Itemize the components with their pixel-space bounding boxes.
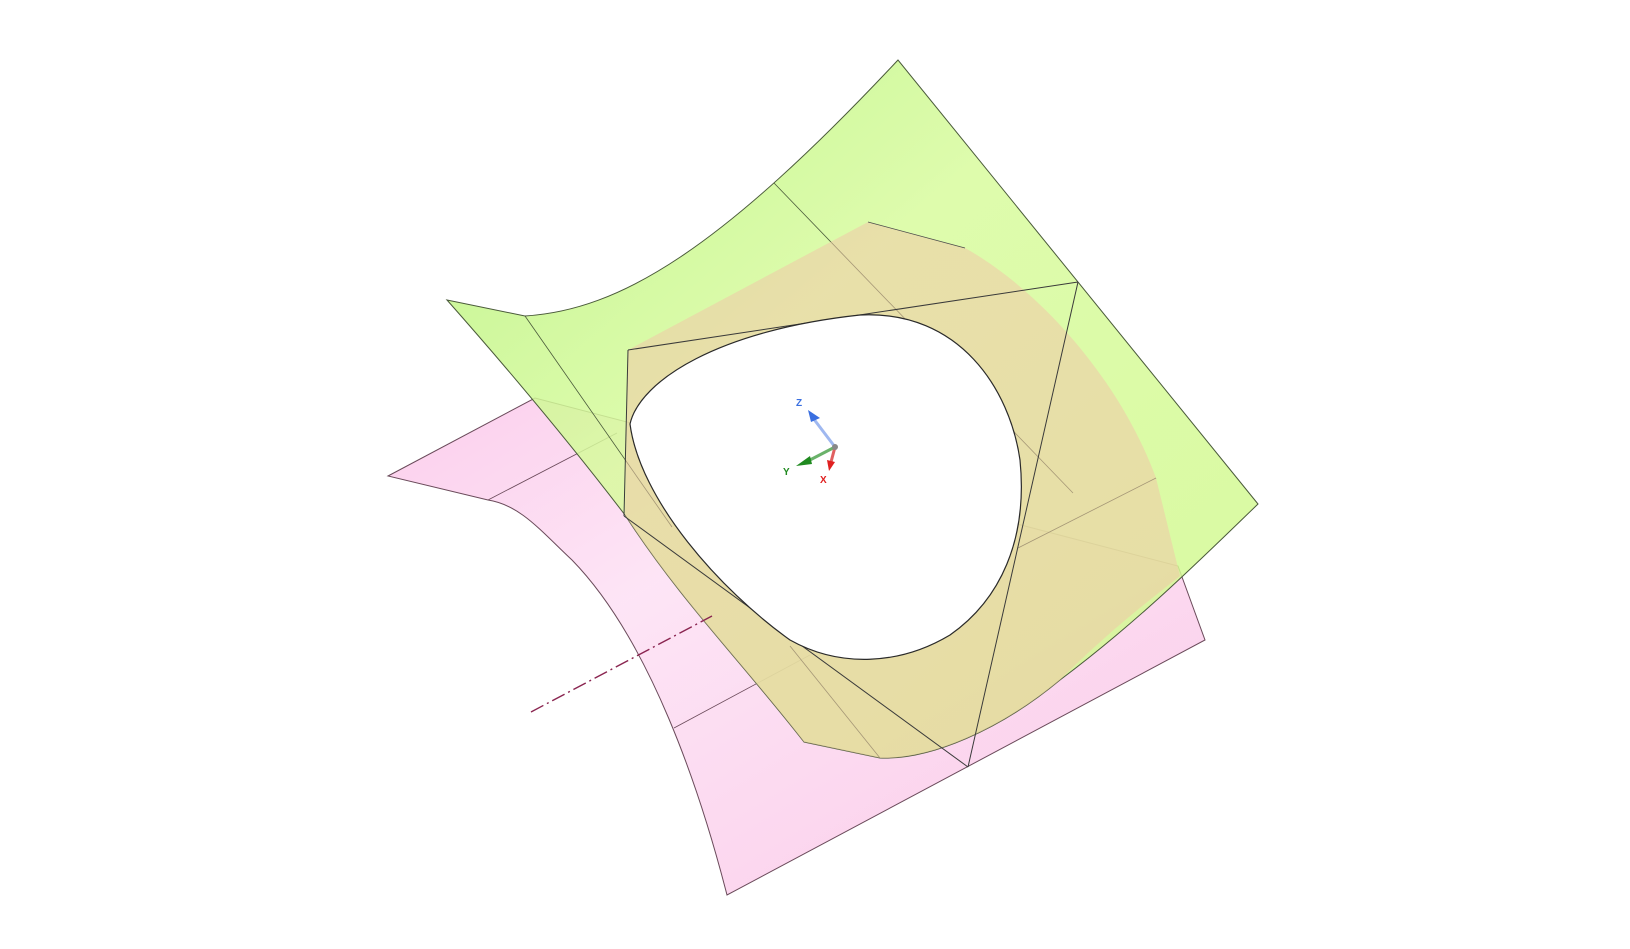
hole-boundary-curve[interactable] [629, 314, 1022, 660]
y-axis-arrow [807, 445, 836, 463]
x-axis-label: X [820, 475, 827, 486]
center-axis-line[interactable] [530, 615, 713, 713]
z-arrowhead-icon [808, 410, 820, 422]
z-axis-arrow [811, 417, 837, 448]
overlap-surface[interactable] [623, 221, 1180, 768]
triad-origin [832, 444, 838, 450]
trim-edge [623, 515, 969, 768]
z-axis-label: Z [796, 398, 802, 409]
trim-edge [967, 281, 1079, 768]
trim-edge [867, 221, 966, 249]
y-axis-label: Y [783, 467, 790, 478]
y-arrowhead-icon [796, 456, 812, 466]
x-arrowhead-icon [827, 460, 835, 471]
trim-edge [623, 349, 629, 517]
coordinate-triad: Z Y X [783, 398, 838, 486]
